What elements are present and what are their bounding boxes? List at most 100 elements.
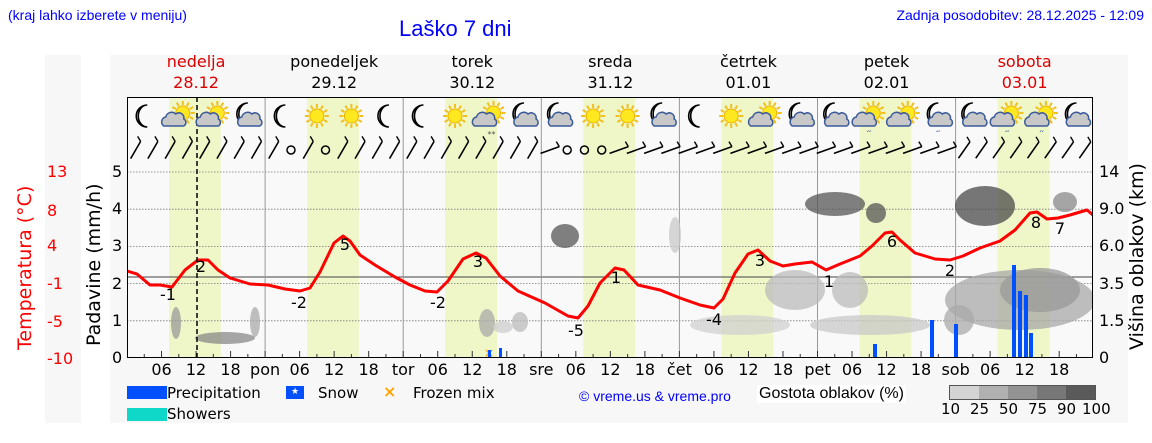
temperature-tick: -1 [47, 274, 63, 293]
cloud-density-scale [949, 385, 1096, 400]
wind-barb-icon [423, 135, 435, 160]
cloud-density-blob [171, 307, 181, 339]
temperature-extreme-label: 8 [1031, 213, 1041, 232]
time-axis-label: 12 [600, 360, 621, 379]
time-axis-label: 06 [703, 360, 725, 379]
time-axis-label: 18 [358, 360, 379, 379]
wind-barb-icon [457, 135, 470, 160]
time-axis-label: 06 [565, 360, 586, 379]
wind-barb-icon [1078, 136, 1092, 159]
sun-cloud-icon [160, 101, 195, 127]
cloud-density-blob [669, 217, 681, 253]
sun-icon [615, 104, 640, 128]
temperature-extreme-label: 6 [887, 232, 897, 251]
wind-barb-icon [937, 141, 957, 155]
density-tick: 50 [999, 400, 1019, 418]
cloud-density-blob [551, 224, 579, 248]
wind-barb-icon [540, 141, 560, 155]
wind-barb-icon [850, 141, 871, 155]
temperature-tick: 13 [47, 162, 68, 181]
density-tick: 75 [1028, 400, 1048, 418]
wind-barb-icon [747, 141, 768, 155]
wind-barb-icon [164, 135, 176, 160]
precip-axis-title: Padavine (mm/h) [83, 183, 105, 346]
cloud-height-tick: 1.5 [1099, 311, 1125, 330]
moon-icon [411, 104, 424, 128]
time-axis-label: pon [250, 360, 281, 379]
moon-cloud-icon [823, 102, 850, 127]
sun-cloud-rain-icon: ״ [1024, 101, 1058, 137]
wind-barb-icon [781, 141, 802, 155]
sun-icon [304, 104, 329, 128]
wind-barb-icon [975, 136, 988, 159]
moon-cloud-rain-icon: ״ [926, 102, 954, 137]
temperature-extreme-label: 3 [755, 251, 765, 270]
cloud-density-blob [944, 305, 974, 335]
time-axis-label: 18 [772, 360, 794, 379]
time-axis-label: 12 [1014, 360, 1035, 379]
cloud-density-blob [866, 203, 886, 223]
copyright-link[interactable]: © vreme.us & vreme.pro [579, 388, 731, 404]
location-hint: (kraj lahko izberete v meniju) [8, 7, 187, 23]
time-axis-label: 06 [979, 360, 1001, 379]
wind-barb-icon [1026, 136, 1040, 159]
wind-barb-icon [233, 135, 245, 160]
precip-tick: 4 [112, 199, 123, 219]
day-date: 03.01 [1001, 73, 1048, 92]
time-axis-label: 06 [289, 360, 310, 379]
precip-tick: 1 [112, 310, 123, 330]
time-axis-label: 18 [910, 360, 932, 379]
sun-icon [719, 104, 744, 128]
temperature-extreme-label: 1 [824, 272, 834, 291]
time-axis-label: 06 [841, 360, 863, 379]
precipitation-bar [1029, 333, 1033, 357]
page-title: Laško 7 dni [399, 16, 512, 41]
legend-snow-icon: ★ [286, 386, 304, 399]
precipitation-bar [1024, 295, 1028, 357]
wind-barb-icon [440, 135, 453, 160]
cloud-density-blob [805, 192, 865, 216]
precip-tick: 3 [112, 236, 123, 256]
temperature-extreme-label: 7 [1055, 219, 1065, 238]
time-axis-label: čet [666, 360, 692, 379]
wind-barb-icon [198, 135, 211, 160]
wind-barb-icon [147, 135, 159, 160]
moon-icon [687, 104, 700, 128]
temperature-extreme-label: 1 [611, 268, 621, 287]
cloud-density-blob [195, 332, 255, 344]
day-date: 29.12 [311, 73, 358, 92]
wind-barb-icon [354, 135, 366, 160]
density-scale-step [950, 386, 979, 399]
wind-barb-icon [371, 135, 383, 160]
time-axis-label: sre [529, 360, 554, 379]
precipitation-bar [930, 320, 934, 357]
moon-cloud-icon [512, 102, 539, 127]
wind-barb-icon [661, 141, 681, 155]
wind-barb-icon [626, 141, 647, 155]
wind-barb-icon [562, 145, 572, 155]
sun-icon [339, 104, 364, 128]
cloud-height-tick: 9.0 [1099, 199, 1125, 218]
day-name: nedelja [166, 52, 226, 71]
legend-precipitation-swatch [127, 386, 167, 399]
svg-text:**: ** [488, 130, 496, 139]
wind-barb-icon [643, 141, 664, 155]
temperature-extreme-label: 3 [473, 252, 483, 271]
wind-barb-icon [1061, 136, 1075, 159]
wind-barb-icon [712, 141, 733, 155]
time-axis-label: 18 [1048, 360, 1070, 379]
svg-text:״: ״ [866, 128, 872, 137]
wind-barb-icon [526, 135, 539, 160]
wind-barb-icon [902, 141, 923, 155]
daylight-band [721, 98, 774, 357]
day-date: 30.12 [449, 73, 496, 92]
temperature-extreme-label: 2 [196, 257, 206, 276]
wind-barb-icon [730, 141, 750, 155]
wind-barb-icon [492, 135, 504, 160]
wind-barb-icon [388, 135, 401, 160]
day-date: 31.12 [587, 73, 634, 92]
cloud-density-blob [493, 321, 513, 333]
svg-text:״: ״ [1039, 128, 1045, 137]
cloud-height-axis-title: Višina oblakov (km) [1126, 163, 1148, 350]
